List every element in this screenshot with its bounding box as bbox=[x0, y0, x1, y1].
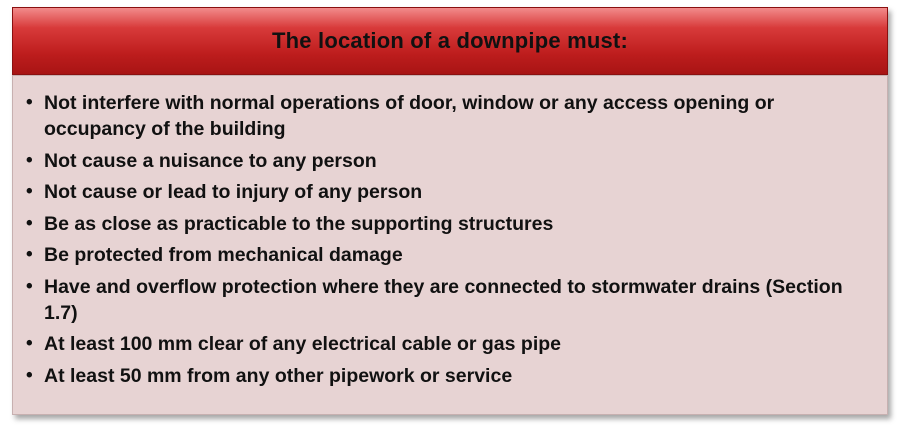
list-item-text: Have and overflow protection where they … bbox=[44, 275, 843, 324]
list-item: • Be as close as practicable to the suppo… bbox=[13, 211, 887, 237]
list-item: • Have and overflow protection where they… bbox=[13, 274, 887, 326]
requirements-card: The location of a downpipe must: • Not in… bbox=[12, 7, 888, 415]
list-item: • Not cause a nuisance to any person bbox=[13, 148, 887, 174]
bullet-icon: • bbox=[26, 212, 33, 234]
list-item-text: Not cause or lead to injury of any perso… bbox=[44, 181, 423, 203]
bullet-icon: • bbox=[26, 181, 33, 202]
bullet-icon: • bbox=[26, 92, 33, 113]
list-item-text: At least 50 mm from any other pipework o… bbox=[44, 364, 513, 387]
list-item-text: Not interfere with normal operations of … bbox=[44, 92, 775, 140]
card-header: The location of a downpipe must: bbox=[12, 7, 888, 75]
list-item-text: Be protected from mechanical damage bbox=[44, 244, 403, 266]
bullet-icon: • bbox=[26, 149, 33, 171]
list-item: • Not cause or lead to injury of any pers… bbox=[13, 179, 887, 205]
bullet-icon: • bbox=[26, 364, 33, 386]
list-item: • Not interfere with normal operations of… bbox=[13, 90, 887, 142]
bullet-icon: • bbox=[26, 275, 33, 297]
bullet-icon: • bbox=[26, 333, 33, 354]
header-title: The location of a downpipe must: bbox=[272, 28, 628, 53]
list-item: • At least 50 mm from any other pipework … bbox=[13, 363, 887, 389]
bullet-icon: • bbox=[26, 244, 33, 265]
list-item-text: At least 100 mm clear of any electrical … bbox=[44, 333, 561, 355]
list-item-text: Be as close as practicable to the suppor… bbox=[44, 212, 554, 235]
list-item: • Be protected from mechanical damage bbox=[13, 242, 887, 268]
card-body: • Not interfere with normal operations of… bbox=[12, 75, 888, 415]
requirements-list: • Not interfere with normal operations of… bbox=[13, 76, 887, 389]
list-item: • At least 100 mm clear of any electrical… bbox=[13, 331, 887, 357]
list-item-text: Not cause a nuisance to any person bbox=[44, 149, 377, 172]
